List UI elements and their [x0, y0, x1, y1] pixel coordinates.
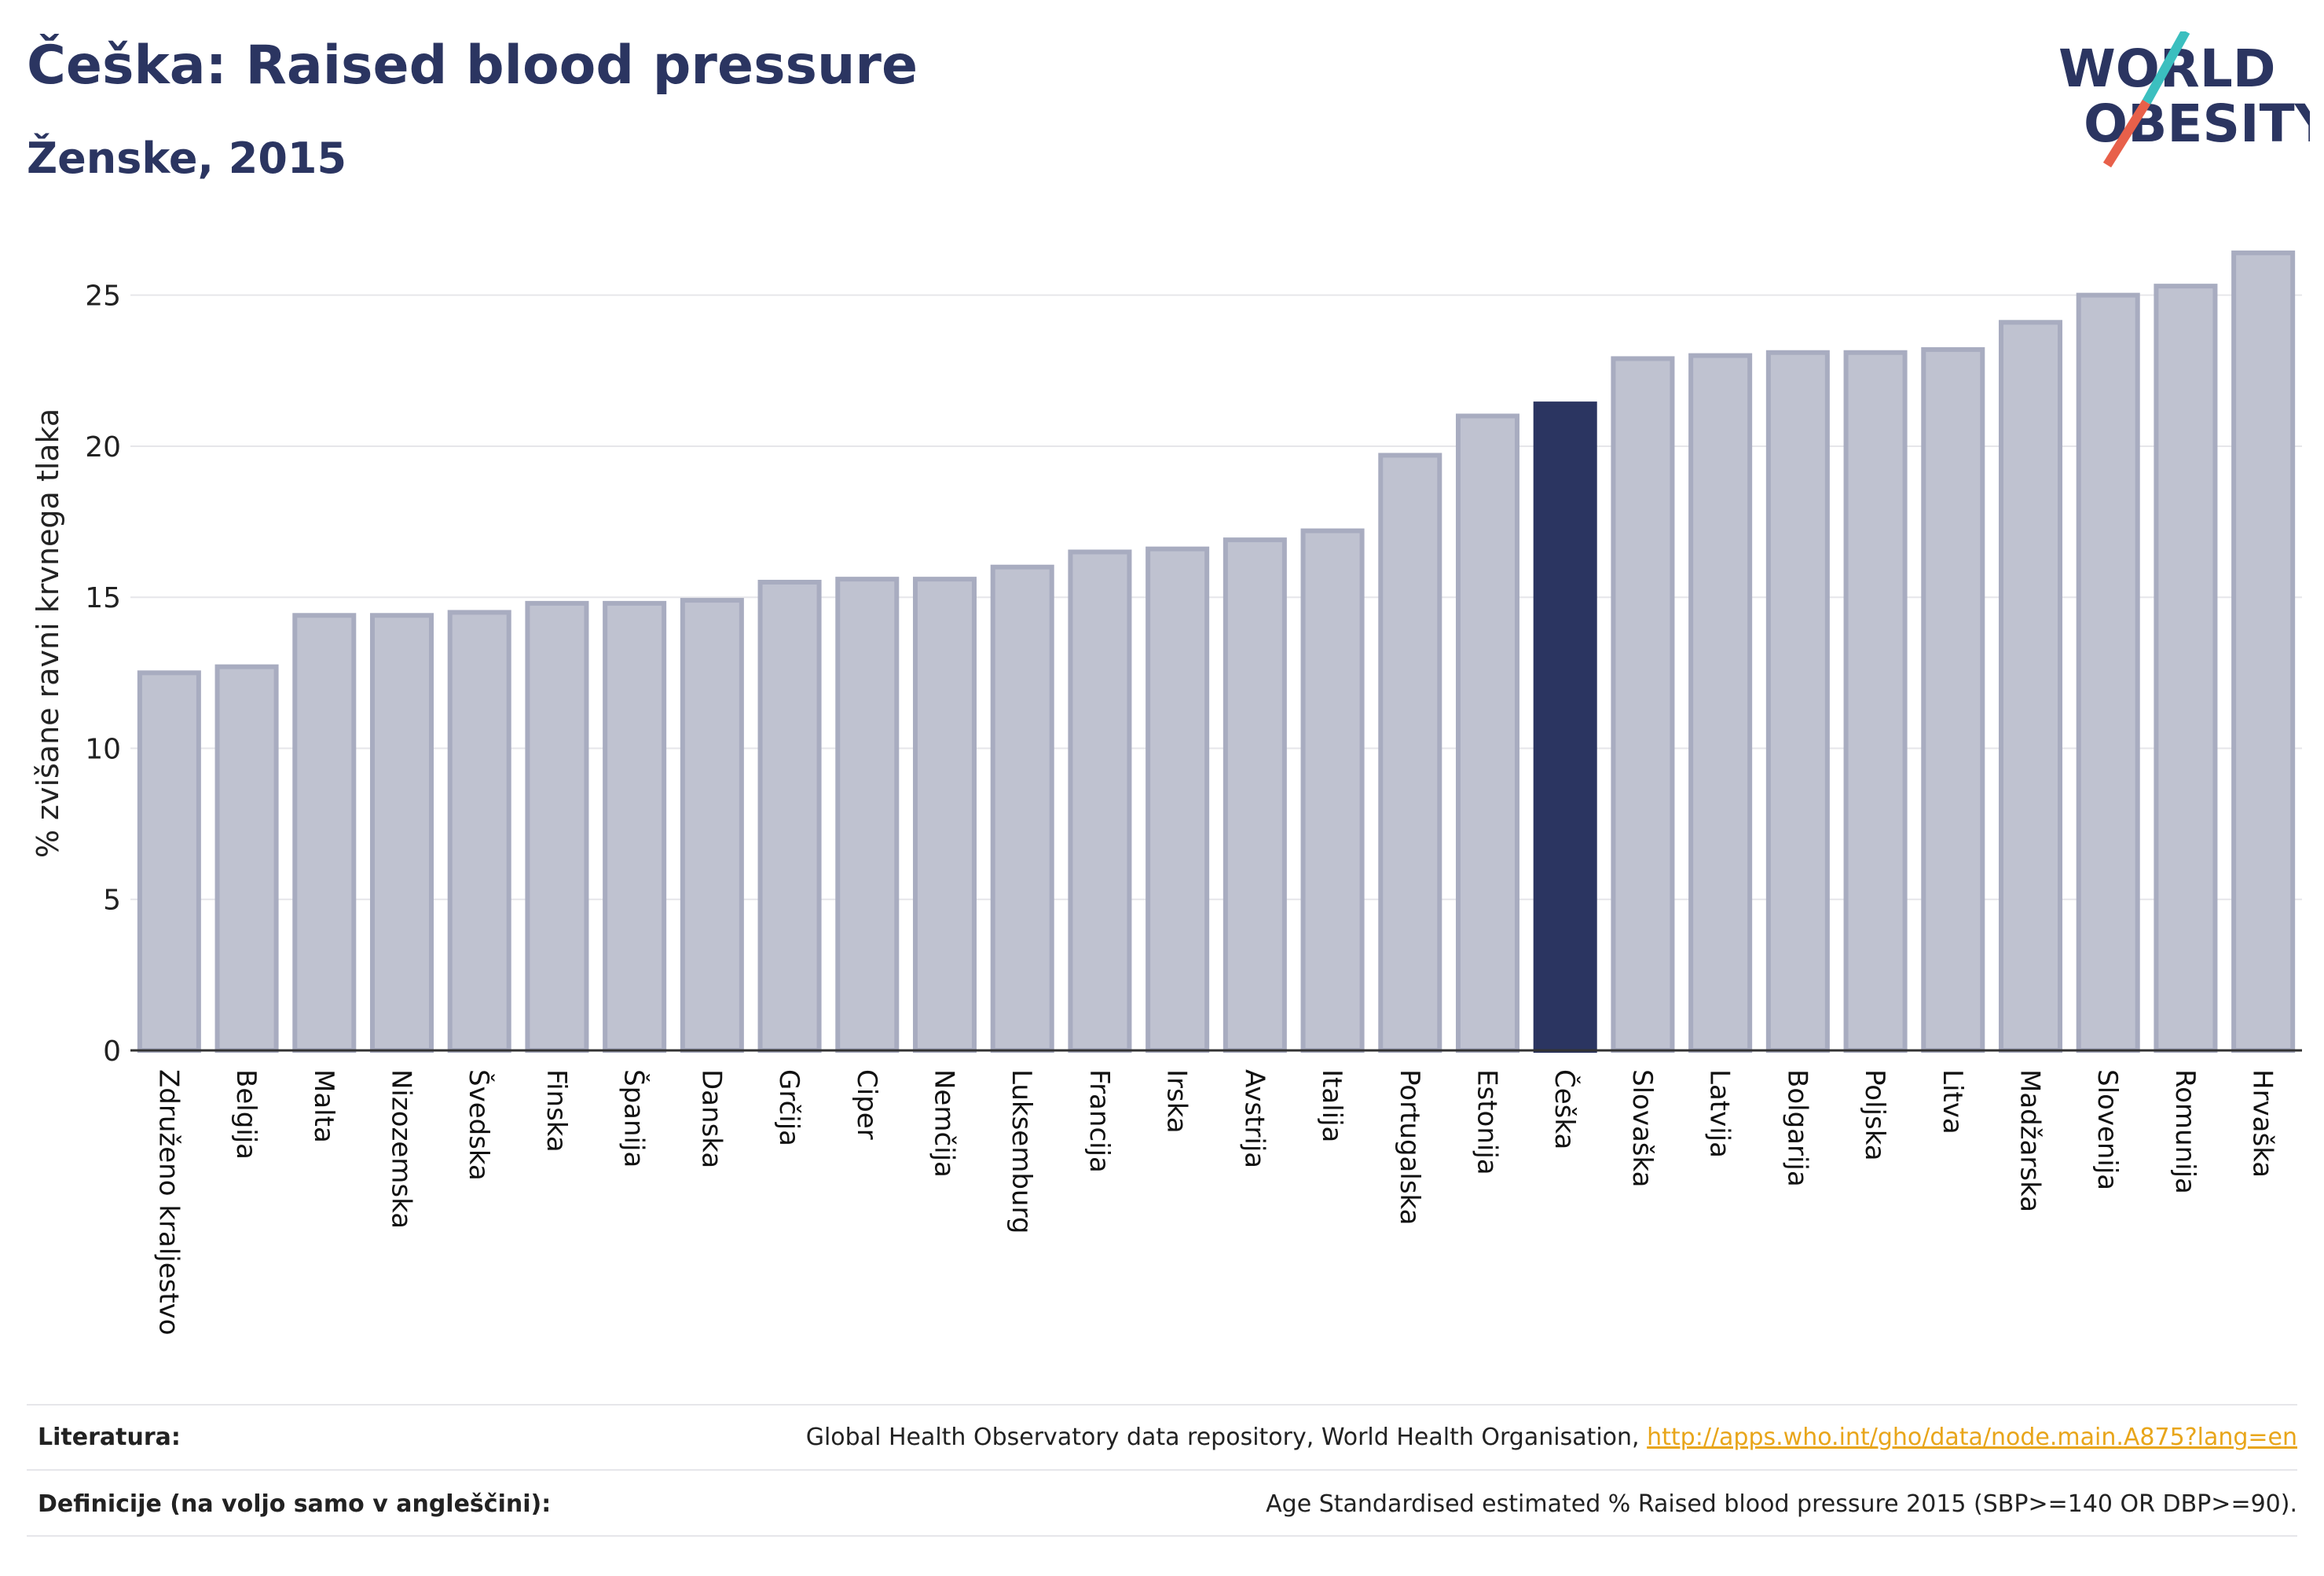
definitions-label: Definicije (na voljo samo v angleščini): [38, 1490, 552, 1518]
bar-24 [1998, 320, 2063, 1053]
x-tick-label: Nizozemska [386, 1069, 417, 1229]
bar-7 [680, 598, 744, 1053]
x-tick-label: Ciper [851, 1069, 882, 1140]
y-axis-label: % zvišane ravni krvnega tlaka [31, 409, 65, 858]
x-tick-label: Italija [1316, 1069, 1347, 1142]
literature-label: Literatura: [38, 1424, 181, 1451]
y-tick-label: 10 [85, 733, 121, 765]
bar-13 [1146, 546, 1210, 1053]
x-tick-label: Slovaška [1626, 1069, 1658, 1187]
footer-divider-bottom [27, 1535, 2297, 1537]
x-tick-label: Grčija [773, 1069, 805, 1146]
bar-0 [137, 670, 201, 1053]
bar-8 [757, 579, 822, 1053]
bar-26 [2154, 284, 2218, 1054]
chart-subtitle: Ženske, 2015 [27, 134, 347, 183]
bar-15 [1300, 528, 1365, 1053]
x-tick-label: Estonija [1472, 1069, 1503, 1175]
bar-27 [2231, 250, 2296, 1053]
bar-14 [1222, 537, 1287, 1053]
bar-4 [447, 610, 511, 1053]
literature-value: Global Health Observatory data repositor… [806, 1424, 2297, 1451]
x-tick-label: Češka [1549, 1069, 1581, 1149]
x-tick-label: Hrvaška [2247, 1069, 2278, 1178]
x-tick-label: Malta [308, 1069, 339, 1143]
bar-21 [1765, 350, 1830, 1053]
bar-10 [912, 577, 977, 1053]
x-tick-label: Luksemburg [1006, 1069, 1037, 1233]
x-tick-label: Irska [1161, 1069, 1193, 1134]
x-tick-label: Portugalska [1394, 1069, 1425, 1225]
bar-11 [990, 564, 1054, 1053]
x-tick-label: Finska [541, 1069, 572, 1153]
y-tick-label: 25 [85, 280, 121, 313]
x-tick-labels: Združeno kraljestvo Belgija Malta Nizozemsk… [152, 1069, 2278, 1336]
literature-text: Global Health Observatory data repositor… [805, 1424, 1640, 1451]
bar-25 [2076, 292, 2140, 1053]
bars [137, 250, 2296, 1054]
x-tick-label: Litva [1937, 1069, 1968, 1134]
literature-link[interactable]: http://apps.who.int/gho/data/node.main.A… [1647, 1424, 2297, 1451]
bar-23 [1921, 346, 1985, 1053]
x-tick-label: Romunija [2169, 1069, 2201, 1194]
definitions-value: Age Standardised estimated % Raised bloo… [1266, 1490, 2297, 1518]
x-tick-label: Španija [618, 1069, 651, 1167]
x-tick-label: Avstrija [1238, 1069, 1270, 1168]
footer-definitions-row: Definicije (na voljo samo v angleščini):… [27, 1490, 2297, 1525]
x-tick-label: Slovenija [2091, 1069, 2123, 1190]
x-tick-label: Nemčija [929, 1069, 960, 1178]
y-tick-label: 0 [103, 1035, 121, 1068]
bar-6 [603, 600, 667, 1053]
bar-1 [214, 664, 279, 1053]
y-tick-label: 15 [85, 582, 121, 614]
x-tick-label: Poljska [1859, 1069, 1890, 1161]
logo-slash-teal [2142, 31, 2190, 104]
bar-17 [1455, 413, 1520, 1053]
x-tick-label: Belgija [230, 1069, 262, 1160]
bar-20 [1688, 353, 1753, 1053]
bar-12 [1068, 549, 1132, 1053]
x-tick-label: Bolgarija [1781, 1069, 1813, 1187]
world-obesity-logo: WORLD OBESITY [2058, 31, 2310, 168]
x-tick-label: Francija [1083, 1069, 1115, 1173]
bar-5 [525, 600, 589, 1053]
logo-slash-coral [2102, 99, 2151, 168]
y-tick-labels: 0 5 10 15 20 25 [85, 280, 121, 1068]
bar-22 [1843, 350, 1908, 1053]
x-tick-label: Madžarska [2014, 1069, 2046, 1212]
y-tick-label: 5 [103, 885, 121, 917]
bar-2 [292, 613, 357, 1053]
bar-9 [835, 577, 900, 1053]
y-tick-label: 20 [85, 431, 121, 464]
x-tick-label: Latvija [1704, 1069, 1736, 1158]
bar-18 [1533, 401, 1597, 1053]
footer-divider-top [27, 1404, 2297, 1406]
bar-3 [369, 613, 434, 1053]
x-tick-label: Danska [695, 1069, 727, 1168]
x-tick-label: Združeno kraljestvo [152, 1069, 184, 1336]
bar-16 [1378, 453, 1442, 1053]
bar-19 [1611, 356, 1675, 1053]
bar-chart: 0 5 10 15 20 25 Združeno kraljestvo Belgija Mal… [31, 250, 2302, 1336]
footer-divider-middle [27, 1469, 2297, 1471]
chart-title: Češka: Raised blood pressure [27, 35, 918, 97]
x-tick-label: Švedska [463, 1069, 495, 1181]
footer-literature-row: Literatura: Global Health Observatory da… [27, 1424, 2297, 1458]
